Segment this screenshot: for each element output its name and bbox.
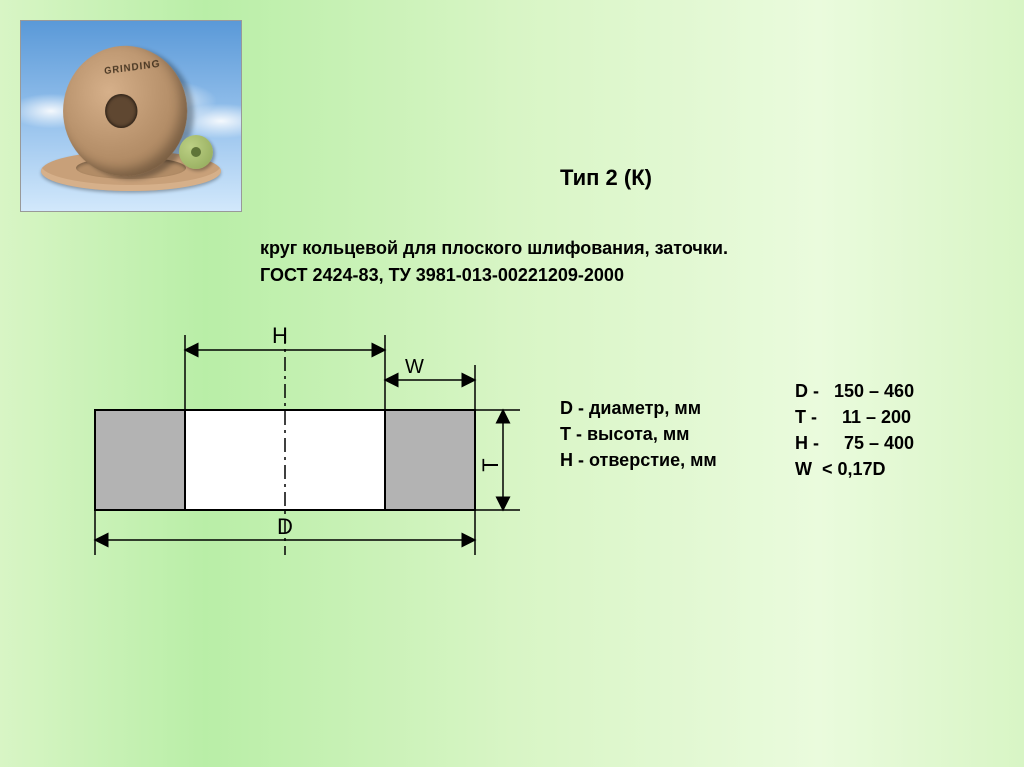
photo-small-cylinder xyxy=(179,135,213,169)
legend-item: T - высота, мм xyxy=(560,421,717,447)
legend-item: D - диаметр, мм xyxy=(560,395,717,421)
range-item: D - 150 – 460 xyxy=(795,378,914,404)
diagram-wall-left xyxy=(95,410,185,510)
wheel-label: GRINDING xyxy=(104,58,161,77)
technical-diagram: H W D T xyxy=(85,315,535,565)
dimension-ranges: D - 150 – 460T - 11 – 200H - 75 – 400W <… xyxy=(795,378,914,482)
dim-label-w: W xyxy=(405,356,424,378)
dim-label-t: T xyxy=(478,458,503,471)
dim-label-h: H xyxy=(272,323,288,348)
range-item: T - 11 – 200 xyxy=(795,404,914,430)
product-photo: GRINDING xyxy=(20,20,242,212)
slide: GRINDING Тип 2 (К) круг кольцевой для пл… xyxy=(0,0,1024,767)
description-line-1: круг кольцевой для плоского шлифования, … xyxy=(260,235,728,262)
legend-item: H - отверстие, мм xyxy=(560,447,717,473)
dimension-legend: D - диаметр, ммT - высота, ммH - отверст… xyxy=(560,395,717,473)
diagram-wall-right xyxy=(385,410,475,510)
range-item: H - 75 – 400 xyxy=(795,430,914,456)
range-item: W < 0,17D xyxy=(795,456,914,482)
dim-label-d: D xyxy=(277,514,293,539)
description: круг кольцевой для плоского шлифования, … xyxy=(260,235,728,289)
description-line-2: ГОСТ 2424-83, ТУ 3981-013-00221209-2000 xyxy=(260,262,728,289)
slide-title: Тип 2 (К) xyxy=(560,165,652,191)
